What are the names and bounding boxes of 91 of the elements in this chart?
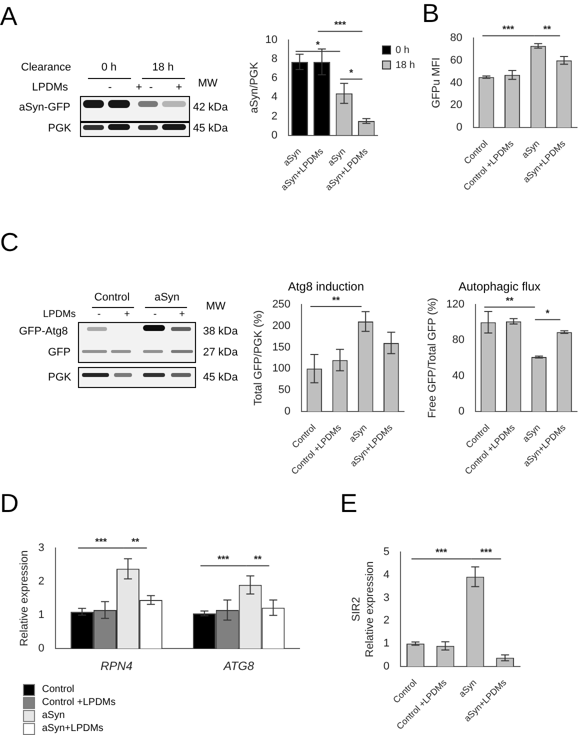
y-axis-title: Free GFP/Total GFP (%) [426,298,439,418]
y-tick-label: 120 [446,298,465,310]
y-axis-title: Relative expression [18,550,31,646]
text: ** [543,24,552,36]
annotation: * [349,68,354,79]
text: PGK [48,372,72,384]
y-tick-label: 200 [272,320,291,332]
text: A [0,1,18,31]
text: aSyn-GFP [19,102,70,114]
y-axis-title: GFPu MFI [430,57,443,108]
text: D [0,488,19,518]
y-tick-label: 4 [271,91,278,104]
text: GFP [48,346,71,358]
text: MW [206,300,226,312]
text: + [176,82,182,94]
annotation: * [546,308,550,320]
text: E [340,488,358,518]
y-tick-label: 0 [458,406,465,418]
text: Control [94,292,130,304]
y-tick-label: 1 [38,609,44,622]
y-tick-label: 5 [383,546,390,558]
y-tick-label: 50 [278,384,291,396]
text: 27 kDa [203,346,238,358]
annotation: *** [435,548,448,559]
text: GFP-Atg8 [19,326,68,338]
text: *** [502,24,514,36]
legend-label: 18 h [396,60,415,71]
y-tick-label: 80 [452,334,465,346]
annotation: ** [254,554,262,566]
text: + [124,309,130,320]
text: 18 h [152,62,174,74]
y-axis-title: SIR2 Relative expression [350,561,376,658]
annotation: *** [218,554,230,566]
y-tick-label: 100 [272,362,291,375]
annotation: *** [480,548,492,559]
y-tick-label: 150 [272,341,291,354]
y-tick-label: 1 [383,638,390,650]
text: - [153,309,157,320]
text: 45 kDa [203,372,238,384]
y-axis-title: Total GFP/PGK (%) [252,310,265,406]
text: 45 kDa [193,122,228,134]
y-tick-label: 40 [450,76,462,89]
y-tick-label: 0 [456,122,462,134]
text: *** [334,20,346,32]
chart-title: Atg8 induction [288,280,364,294]
text: - [108,82,112,94]
y-tick-label: 2 [38,576,44,588]
legend-label: 0 h [396,44,410,56]
y-tick-label: 6 [271,72,278,84]
y-tick-label: 4 [383,568,390,581]
annotation: ** [132,536,140,548]
text: - [149,82,153,94]
y-tick-label: 0 [383,660,390,673]
text: MW [198,78,218,90]
y-tick-label: 10 [265,34,278,46]
annotation: *** [95,536,107,548]
annotation: ** [506,296,514,307]
text: LPDMs [32,82,68,94]
text: - [97,309,101,320]
y-tick-label: 0 [38,642,44,655]
y-tick-label: 40 [452,370,465,382]
y-tick-label: 0 [284,406,291,418]
y-tick-label: 3 [38,542,44,554]
x-tick-label: ATG8 [222,659,254,674]
y-tick-label: 80 [450,32,462,44]
text: Clearance [21,62,72,74]
legend-label: aSyn [42,709,65,722]
text: LPDMs [43,309,76,320]
text: + [179,309,185,320]
text: PGK [48,122,72,134]
y-tick-label: 20 [450,99,462,112]
legend-label: aSyn+LPDMs [42,722,104,735]
text: 42 kDa [193,102,228,114]
annotation: ** [332,295,340,306]
text: 0 h [101,62,117,74]
y-tick-label: 60 [450,54,462,66]
y-tick-label: 0 [271,129,278,142]
y-axis-title: aSyn/PGK [248,61,261,114]
text: 38 kDa [203,326,238,338]
annotation: * [316,40,320,52]
y-tick-label: 250 [272,298,291,310]
text: aSyn [154,292,180,304]
y-tick-label: 8 [271,53,278,66]
y-tick-label: 2 [383,614,390,627]
text: + [136,82,142,94]
y-tick-label: 2 [271,110,278,122]
x-tick-label: RPN4 [100,659,133,674]
chart-title: Autophagic flux [458,280,541,294]
text: C [0,227,19,257]
y-tick-label: 3 [383,592,390,604]
text: B [422,0,440,28]
